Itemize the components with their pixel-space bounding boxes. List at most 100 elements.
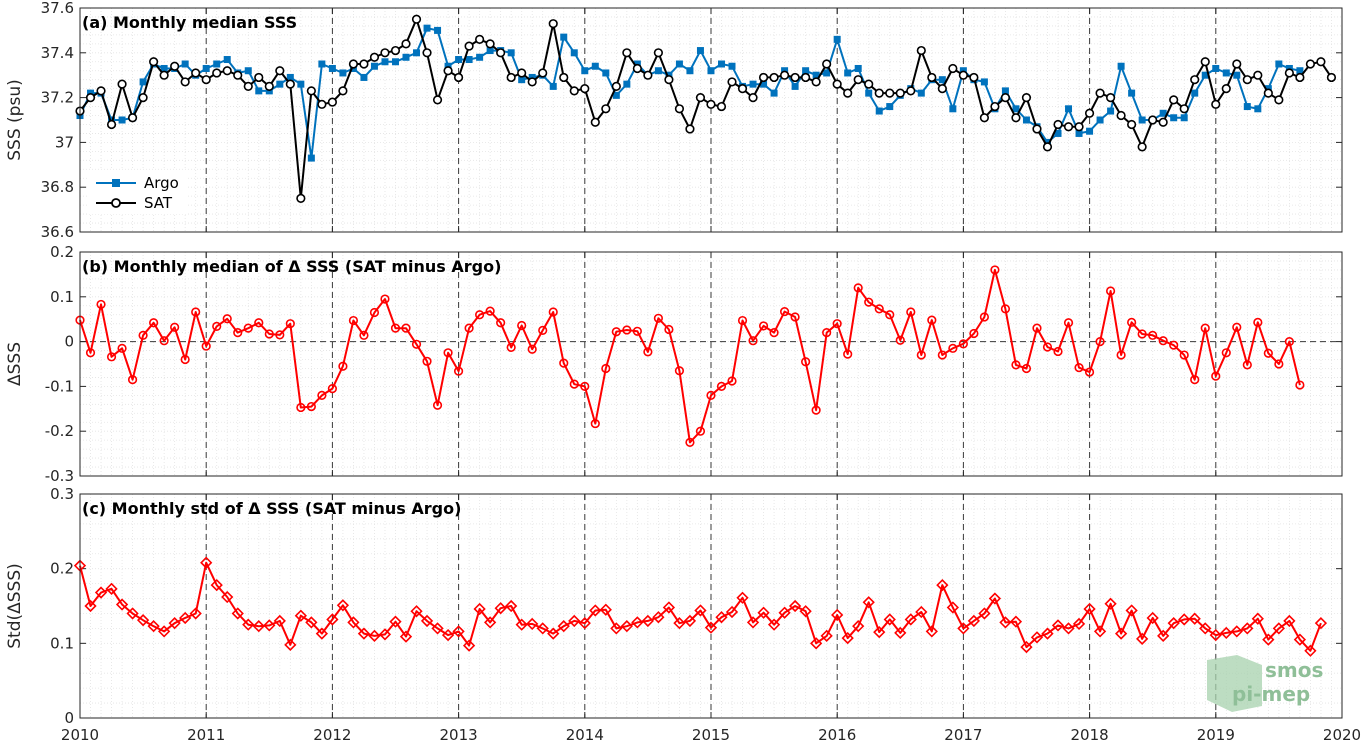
data-point-marker — [1251, 612, 1264, 625]
data-point-marker — [484, 616, 497, 629]
data-point-marker — [727, 77, 737, 87]
data-point-marker — [85, 92, 96, 103]
data-point-marker — [895, 335, 905, 345]
data-point-marker — [632, 63, 642, 74]
data-point-marker — [885, 88, 895, 98]
data-point-marker — [1188, 612, 1201, 625]
logo-shape — [1207, 655, 1262, 712]
data-point-marker — [254, 318, 264, 328]
data-point-marker — [1084, 108, 1095, 118]
data-point-marker — [599, 603, 612, 616]
data-point-marker — [423, 24, 431, 32]
data-point-marker — [580, 381, 590, 392]
data-point-marker — [948, 63, 958, 74]
data-point-marker — [560, 33, 568, 41]
data-point-marker — [717, 60, 725, 68]
data-point-marker — [348, 59, 359, 69]
data-point-marker — [170, 61, 180, 71]
data-point-marker — [338, 86, 348, 96]
data-point-marker — [233, 70, 243, 80]
data-point-marker — [686, 67, 694, 75]
data-point-marker — [1157, 629, 1170, 642]
data-point-marker — [357, 627, 371, 640]
data-point-marker — [1326, 72, 1337, 83]
series-delta-sss — [73, 556, 1328, 657]
data-point-marker — [559, 72, 569, 83]
data-point-marker — [526, 617, 539, 631]
data-point-marker — [1096, 116, 1104, 124]
data-point-marker — [980, 78, 988, 86]
data-point-marker — [210, 578, 223, 592]
data-point-marker — [391, 58, 399, 66]
data-point-marker — [612, 91, 620, 99]
data-point-marker — [706, 390, 716, 400]
y-axis-label: Std(ΔSSS) — [5, 563, 25, 649]
data-point-marker — [906, 86, 916, 96]
series-delta-sss — [75, 265, 1305, 448]
data-point-marker — [212, 68, 222, 78]
data-point-marker — [221, 590, 234, 604]
data-point-marker — [1063, 318, 1074, 328]
data-point-marker — [507, 49, 515, 57]
data-point-marker — [1074, 362, 1084, 373]
data-point-marker — [327, 384, 337, 394]
data-point-marker — [1128, 89, 1136, 97]
data-point-marker — [843, 88, 853, 98]
data-point-marker — [547, 627, 560, 640]
data-point-marker — [664, 75, 674, 85]
data-point-marker — [505, 599, 518, 613]
panel-title: (b) Monthly median of Δ SSS (SAT minus A… — [82, 257, 501, 276]
data-point-marker — [1190, 75, 1200, 85]
data-point-marker — [538, 68, 548, 78]
data-point-marker — [1220, 626, 1233, 640]
data-point-marker — [306, 401, 316, 412]
data-point-marker — [1054, 129, 1062, 137]
data-point-marker — [716, 381, 727, 392]
data-point-marker — [1032, 323, 1042, 333]
data-point-marker — [1083, 602, 1096, 616]
y-tick-label: 0 — [64, 333, 74, 351]
data-point-marker — [494, 602, 507, 615]
data-point-marker — [420, 614, 434, 628]
data-point-marker — [812, 71, 820, 79]
data-point-marker — [297, 80, 305, 88]
data-point-marker — [517, 68, 527, 78]
panel-title: (a) Monthly median SSS — [82, 13, 297, 32]
y-tick-label: -0.3 — [45, 467, 74, 485]
data-point-marker — [1200, 323, 1210, 333]
data-point-marker — [1042, 342, 1053, 352]
data-point-marker — [969, 72, 979, 83]
data-point-marker — [286, 73, 294, 81]
data-point-marker — [96, 299, 106, 310]
axes-frame — [79, 251, 1343, 477]
y-tick-label: 0.2 — [50, 560, 74, 578]
data-point-marker — [1011, 360, 1021, 370]
data-point-marker — [1075, 129, 1083, 137]
data-point-marker — [189, 607, 202, 620]
data-point-marker — [157, 625, 171, 638]
data-point-marker — [370, 62, 378, 70]
data-point-marker — [105, 582, 118, 595]
data-point-marker — [475, 34, 485, 44]
data-point-marker — [213, 60, 221, 68]
data-point-marker — [380, 48, 390, 58]
data-point-marker — [254, 72, 264, 83]
data-point-marker — [611, 81, 621, 91]
data-point-marker — [1105, 92, 1116, 103]
y-tick-label: 37.6 — [41, 0, 74, 17]
data-point-marker — [1304, 644, 1317, 657]
data-point-marker — [948, 343, 958, 353]
data-point-marker — [315, 627, 329, 640]
data-point-marker — [716, 101, 727, 112]
data-point-marker — [736, 591, 749, 604]
data-point-marker — [275, 330, 285, 340]
data-point-marker — [916, 45, 926, 56]
data-point-marker — [1116, 110, 1126, 121]
data-point-marker — [252, 620, 265, 633]
data-point-marker — [927, 72, 937, 83]
data-point-marker — [1104, 597, 1117, 610]
data-point-marker — [622, 325, 632, 335]
data-point-marker — [138, 330, 148, 340]
data-point-marker — [652, 611, 665, 624]
